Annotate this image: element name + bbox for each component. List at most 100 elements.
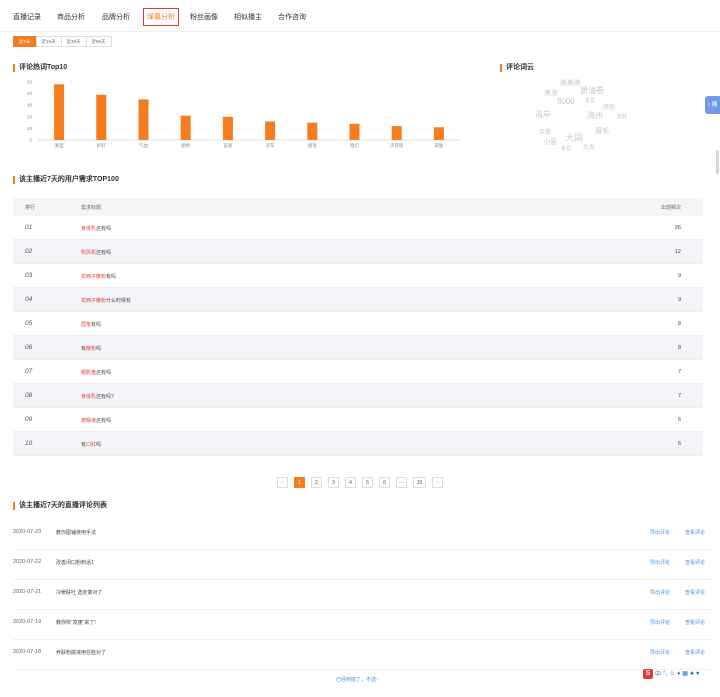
table-row: 04 花西子散粉什么时候有 9 [13,288,703,312]
demand-keyword[interactable]: 遮瑕液 [81,418,97,424]
table-row: 07 眼影盘还有吗 7 [13,360,703,384]
page-button-1[interactable]: 1 [294,477,305,488]
list-item: 2020-07-19 教你吹“发蓬”来了! 导出评论 查看评论 [13,610,713,640]
demand-keyword[interactable]: 吹风机 [81,250,97,256]
demand-suffix: 还有吗 [96,418,112,424]
export-comments-link[interactable]: 导出评论 [650,590,671,596]
page-button-5[interactable]: 5 [362,477,373,488]
ime-logo-icon[interactable]: S [643,668,653,679]
y-tick-label: 40 [27,91,33,96]
view-comments-link[interactable]: 查看评论 [685,590,706,596]
demand-prefix: 有 [81,346,87,352]
view-comments-link[interactable]: 查看评论 [685,530,706,536]
bar[interactable] [54,84,65,140]
page-button-3[interactable]: 3 [328,477,339,488]
bar[interactable] [222,116,233,140]
export-comments-link[interactable]: 导出评论 [650,620,671,626]
live-date: 2020-07-19 [13,619,42,625]
demand-keyword[interactable]: 散粉 [86,346,97,352]
demand-suffix: 还有吗 [96,250,112,256]
view-comments-link[interactable]: 查看评论 [685,650,706,656]
demands-table-header: 排行 需求标题 出现频次 [13,198,703,216]
ime-chinese-mode[interactable]: 中 [655,672,662,678]
row-demand: 眉笔有吗 [81,321,101,328]
row-demand: 身体乳还有吗? [81,393,114,400]
cloud-word: 皮肤 [617,114,628,120]
period-90-days[interactable]: 近90天 [85,36,112,47]
period-15-days[interactable]: 近15天 [35,36,62,47]
bar[interactable] [391,126,402,140]
bar[interactable] [265,121,276,140]
tab-product-analysis[interactable]: 商品分析 [57,14,85,21]
tab-comment-analysis[interactable]: 弹幕分析 [143,8,179,26]
export-comments-link[interactable]: 导出评论 [650,530,671,536]
page-button-6[interactable]: 6 [379,477,390,488]
ime-punctuation-icon[interactable]: °, [663,670,668,677]
live-date: 2020-07-23 [13,529,42,535]
tab-live-records[interactable]: 直播记录 [13,14,41,21]
demand-prefix: 有 [81,442,87,448]
y-tick-label: 10 [27,126,33,131]
tab-fan-profile[interactable]: 粉丝画像 [190,14,218,21]
cloud-word: 小辰 [543,139,557,146]
header-rank: 排行 [25,205,36,211]
row-count: 7 [677,369,681,375]
next-page-button[interactable]: › [432,477,443,488]
demand-keyword[interactable]: 眼影盘 [81,370,97,376]
period-30-days[interactable]: 近30天 [60,36,87,47]
bar[interactable] [433,127,444,140]
demand-suffix: 吗 [96,346,102,352]
word-cloud: 美美美 黄油卷 美发 发型 8000 颜色 海岸 海州 买新 眉毛 大同 小辰 … [525,75,635,155]
side-expand-tab[interactable]: ‹ 展 [705,96,720,114]
row-count: 12 [674,249,681,255]
row-rank: 08 [25,392,33,399]
end-of-list-link[interactable]: 已经到底了，不送~ [336,677,379,683]
row-rank: 07 [25,368,33,375]
row-count: 9 [677,297,681,303]
table-row: 01 身体乳还有吗 26 [13,216,703,240]
demand-keyword[interactable]: 口红 [86,442,97,448]
demand-suffix: 还有吗? [96,394,114,400]
ime-skin-icon[interactable]: ♥ [695,670,700,677]
tab-cooperation[interactable]: 合作咨询 [278,14,306,21]
demand-suffix: 还有吗 [96,370,112,376]
demand-keyword[interactable]: 身体乳 [81,226,97,232]
page-ellipsis[interactable]: ··· [396,477,407,488]
ime-emoji-icon[interactable]: ☺ [669,670,676,677]
page-button-2[interactable]: 2 [311,477,322,488]
y-tick-label: 0 [29,138,32,143]
live-title: 教你吹“发蓬”来了! [56,620,96,626]
bar[interactable] [180,115,191,140]
x-tick-label: 颜色 [181,142,190,149]
demand-keyword[interactable]: 身体乳 [81,394,97,400]
view-comments-link[interactable]: 查看评论 [685,560,706,566]
row-count: 7 [677,393,681,399]
demand-keyword[interactable]: 花西子散粉 [81,274,107,280]
cloud-word: 黄油卷 [580,86,604,95]
export-comments-link[interactable]: 导出评论 [650,560,671,566]
demand-keyword[interactable]: 眉笔 [81,322,92,328]
cloud-word: 颜色 [603,105,616,111]
bar[interactable] [96,94,107,140]
bar[interactable] [138,99,149,140]
ime-keyboard-icon[interactable]: ▦ [682,671,688,677]
bar[interactable] [349,123,360,140]
ime-voice-icon[interactable]: ♦ [677,670,681,677]
bar[interactable] [307,122,318,140]
cloud-word: 头发 [583,145,596,151]
hotwords-bar-chart: 0 10 20 30 40 50 发型 好好 气血 颜色 美发 买车 眉毛 咱们 声音很 皮肤 [27,80,460,149]
tab-similar-streamers[interactable]: 相似播主 [234,14,262,21]
row-demand: 吹风机还有吗 [81,249,111,256]
export-comments-link[interactable]: 导出评论 [650,650,671,656]
prev-page-button[interactable]: ‹ [277,477,288,488]
demand-keyword[interactable]: 花西子散粉 [81,298,107,304]
scrollbar-thumb[interactable] [716,150,719,174]
tab-brand-analysis[interactable]: 品牌分析 [102,14,130,21]
period-7-days[interactable]: 近7天 [13,36,37,47]
page-button-4[interactable]: 4 [345,477,356,488]
ime-tools-icon[interactable]: ♣ [689,670,694,677]
row-demand: 花西子散粉什么时候有 [81,297,131,304]
view-comments-link[interactable]: 查看评论 [685,620,706,626]
page-button-10[interactable]: 10 [413,477,426,488]
row-rank: 03 [25,272,33,279]
